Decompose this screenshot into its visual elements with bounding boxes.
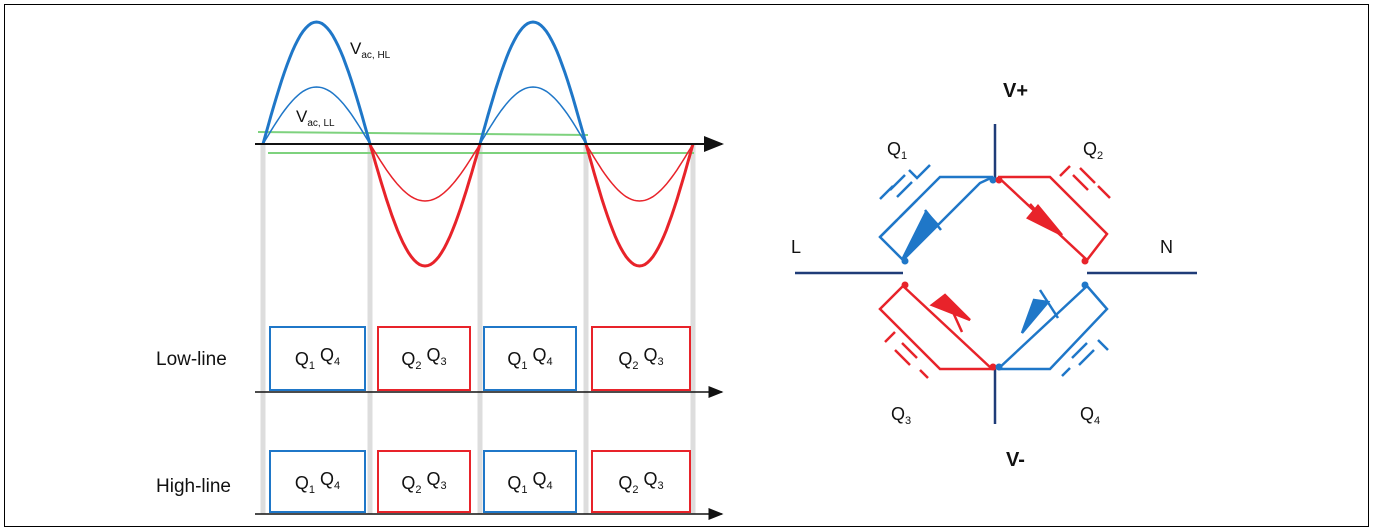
switch-box-label: Q1 Q4 [295,345,340,372]
switch-box-low-0: Q1 Q4 [269,326,366,391]
switch-box-low-1: Q2 Q3 [377,326,471,391]
v-plus-label: V+ [1003,80,1028,102]
threshold-line-upper [257,131,589,136]
switch-box-high-1: Q2 Q3 [377,450,471,513]
neg-halfcycle-low-1 [369,143,481,202]
switch-box-label: Q1 Q4 [295,469,340,496]
switch-box-label: Q1 Q4 [507,345,552,372]
switching-rows: Q1 Q4 Q2 Q3 Q1 Q4 Q2 Q3 Q1 Q4 Q2 Q3 Q1 Q4 Q2 Q3 [269,326,691,513]
switch-box-label: Q2 Q3 [401,469,446,496]
switch-box-high-3: Q2 Q3 [591,450,691,513]
arm-q4 [997,285,1109,377]
pos-halfcycle-low-0 [262,86,371,145]
low-line-label: Low-line [156,349,227,370]
arm-q2 [997,165,1111,261]
l-label: L [791,237,801,257]
v-minus-label: V- [1006,449,1025,471]
pos-halfcycle-low-2 [479,86,587,145]
transition-guides [260,144,696,514]
switch-box-label: Q1 Q4 [507,469,552,496]
waveform-panel: Vac, HL Vac, LL Low-line High-line Q1 Q4… [156,20,724,520]
vac-ll-label: Vac, LL [296,107,335,129]
q2-label: Q2 [1083,139,1103,162]
bridge-schematic [795,124,1197,424]
switch-box-label: Q2 Q3 [401,345,446,372]
junction-bottom [989,363,997,371]
diode-bottom-left [929,293,971,322]
switch-box-high-0: Q1 Q4 [269,450,366,513]
q3-label: Q3 [891,404,911,427]
arm-q1 [878,164,994,261]
arm-q3 [878,285,993,379]
neg-halfcycle-low-3 [585,143,694,202]
pos-halfcycle-high-0 [261,20,372,145]
junction-left [901,257,909,265]
figure-frame [4,4,1369,527]
switch-box-low-2: Q1 Q4 [483,326,577,391]
neg-halfcycle-high-1 [368,143,482,268]
junction-right [1081,257,1089,265]
switch-box-low-3: Q2 Q3 [591,326,691,391]
high-line-label: High-line [156,476,231,497]
switch-box-label: Q2 Q3 [618,469,663,496]
q1-label: Q1 [887,139,907,162]
vac-hl-label: Vac, HL [350,39,391,61]
switch-box-high-2: Q1 Q4 [483,450,577,513]
junction-top [989,176,997,184]
pos-halfcycle-high-2 [478,20,588,145]
n-label: N [1160,237,1173,257]
ac-waveforms [261,20,695,268]
q4-label: Q4 [1080,404,1100,427]
diode-bottom-right [1020,298,1051,334]
neg-halfcycle-high-3 [584,143,695,268]
switch-box-label: Q2 Q3 [618,345,663,372]
